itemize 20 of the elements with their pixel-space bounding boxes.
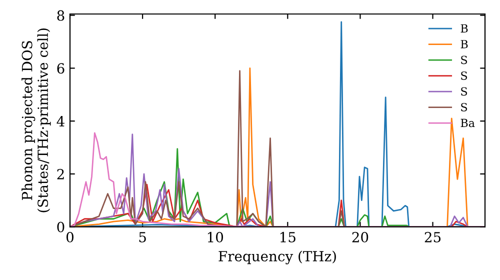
- x-tick-label: 15: [280, 232, 296, 242]
- y-tick-label: 4: [56, 116, 64, 126]
- x-tick-label: 0: [66, 232, 74, 242]
- legend-label: S: [461, 102, 468, 112]
- y-tick-label: 2: [57, 168, 64, 180]
- y-axis-title: Phonon projected DOS (States/THz·primitive cell): [22, 28, 51, 212]
- x-tick-label: 10: [208, 232, 224, 242]
- y-tick-label: 6: [57, 63, 64, 74]
- legend-label: S: [461, 71, 468, 80]
- legend-label: S: [461, 87, 468, 96]
- x-tick-label: 25: [424, 232, 441, 242]
- x-tick-label: 5: [139, 232, 146, 242]
- x-tick-label: 20: [352, 232, 368, 242]
- legend-label: B: [460, 40, 468, 48]
- legend-label: B: [460, 24, 468, 32]
- legend-label: Ba: [460, 118, 475, 128]
- y-tick-label: 0: [57, 222, 64, 232]
- legend-label: S: [461, 56, 468, 64]
- y-tick-label: 8: [57, 10, 64, 21]
- x-axis-title: Frequency (THz): [218, 250, 336, 264]
